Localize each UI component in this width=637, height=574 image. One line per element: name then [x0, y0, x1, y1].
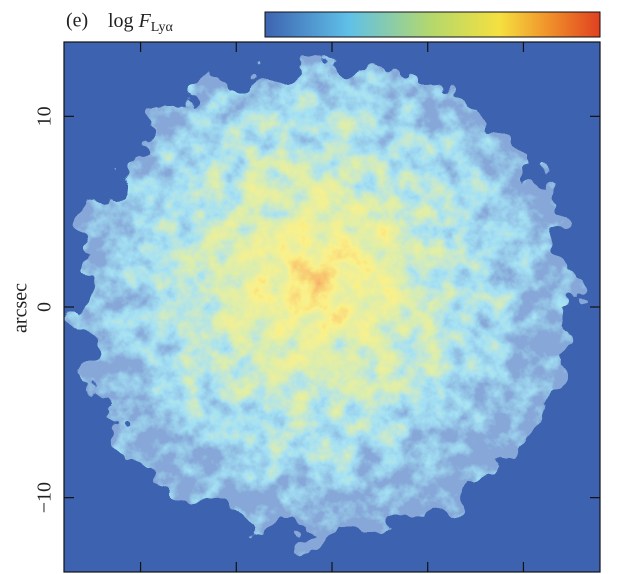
- y-tick-label: −10: [34, 482, 56, 513]
- y-tick-label: 0: [34, 302, 56, 312]
- chart-title: log FLyα: [108, 10, 174, 36]
- chart: (e) log FLyα arcsec −10 0 10: [0, 0, 637, 574]
- emission-map: [64, 42, 600, 572]
- map: [64, 42, 600, 572]
- panel-label: (e): [66, 10, 88, 32]
- y-tick-label: 10: [34, 106, 56, 126]
- y-axis-label: arcsec: [10, 283, 32, 333]
- colorbar: [265, 12, 600, 37]
- page: (e) log FLyα arcsec −10010 (() => { cons…: [0, 0, 637, 574]
